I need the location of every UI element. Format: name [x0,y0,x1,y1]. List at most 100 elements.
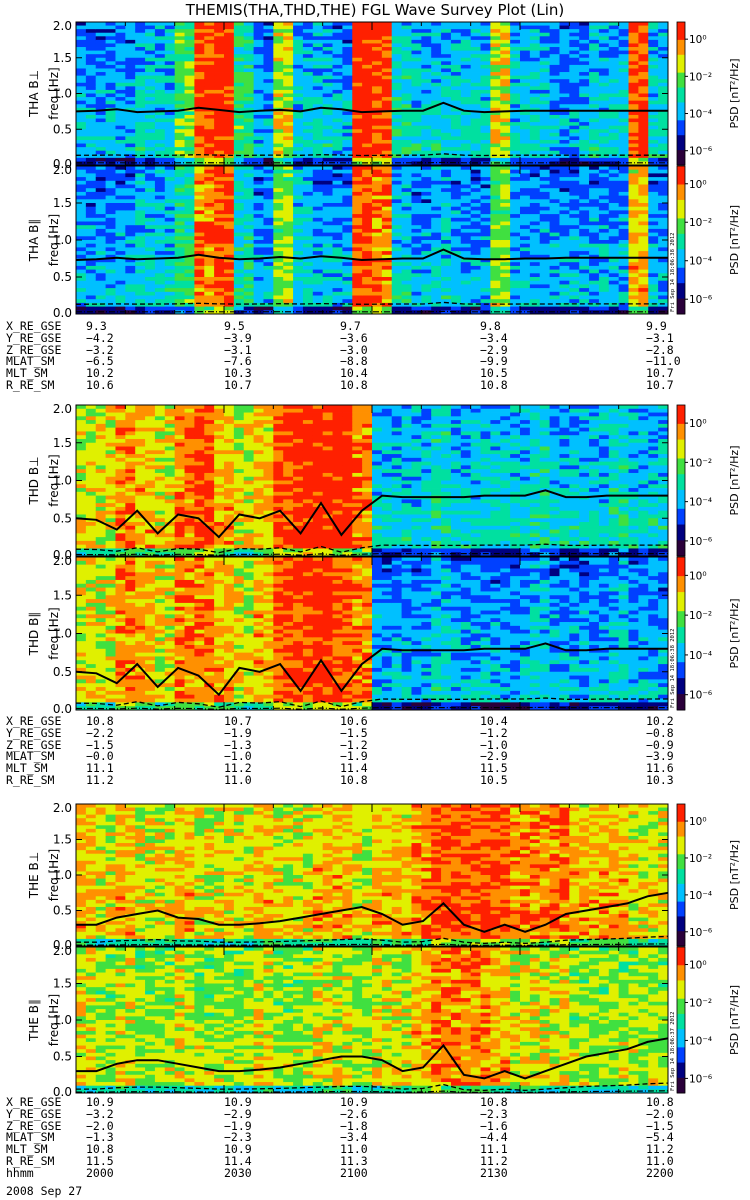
y-tick-label: 2.0 [53,19,72,33]
spectrogram-cell [411,206,422,211]
spectrogram-cell [441,79,452,84]
spectrogram-cell [598,32,610,37]
spectrogram-cell [579,93,590,98]
spectrogram-cell [441,214,452,219]
spectrogram-cell [362,22,373,26]
spectrogram-cell [579,132,590,137]
spectrogram-cell [579,251,590,256]
spectrogram-cell [332,150,343,155]
spectrogram-cell [362,97,373,102]
spectrogram-cell [441,291,452,296]
spectrogram-cell [253,184,264,189]
spectrogram-cell [441,180,452,185]
spectrogram-cell [618,206,629,211]
spectrogram-cell [322,61,333,66]
spectrogram-cell [500,64,511,69]
spectrogram-cell [480,232,491,237]
spectrogram-cell [539,57,550,62]
spectrogram-cell [638,173,649,178]
spectrogram-cell [480,203,491,208]
spectrogram-cell [391,61,402,66]
spectrogram-cell [174,288,185,293]
spectrogram-cell [598,111,610,116]
spectrogram-cell [283,166,294,171]
spectrogram-cell [253,306,264,311]
spectrogram-cell [460,97,472,102]
spectrogram-cell [253,228,264,233]
spectrogram-cell [490,93,501,98]
spectrogram-cell [500,232,511,237]
spectrogram-cell [529,25,541,30]
spectrogram-cell [253,25,264,30]
spectrogram-cell [421,57,432,62]
spectrogram-cell [164,228,176,233]
spectrogram-cell [589,125,600,130]
spectrogram-cell [628,173,639,178]
spectrogram-cell [638,154,649,159]
spectrogram-cell [460,180,472,185]
spectrogram-cell [194,122,205,127]
spectrogram-cell [500,258,511,263]
spectrogram-cell [322,232,333,237]
spectrogram-cell [184,188,195,193]
spectrogram-cell [450,247,462,252]
spectrogram-cell [628,240,639,245]
spectrogram-cell [480,191,491,196]
spectrogram-cell [569,118,580,123]
spectrogram-cell [362,228,373,233]
spectrogram-cell [105,29,116,34]
spectrogram-cell [618,25,629,30]
spectrogram-cell [401,302,412,307]
spectrogram-cell [115,265,126,270]
spectrogram-cell [658,225,669,230]
spectrogram-cell [85,97,97,102]
spectrogram-cell [253,125,264,130]
spectrogram-cell [125,254,136,259]
spectrogram-cell [569,93,580,98]
spectrogram-cell [115,29,126,34]
spectrogram-cell [273,302,284,307]
spectrogram-cell [95,82,106,87]
spectrogram-cell [598,93,610,98]
spectrogram-cell [628,262,639,267]
spectrogram-cell [293,89,304,94]
spectrogram-cell [401,36,412,41]
spectrogram-cell [184,150,195,155]
spectrogram-cell [589,22,600,26]
spectrogram-cell [85,111,97,116]
spectrogram-cell [579,64,590,69]
spectrogram-cell [500,104,511,109]
spectrogram-cell [243,177,254,182]
spectrogram-cell [164,206,176,211]
spectrogram-cell [569,43,580,48]
spectrogram-cell [224,184,235,189]
spectrogram-cell [391,265,402,270]
spectrogram-cell [194,86,205,91]
spectrogram-cell [372,89,383,94]
spectrogram-cell [85,299,97,304]
spectrogram-cell [510,166,521,171]
spectrogram-cell [529,43,541,48]
spectrogram-cell [174,262,185,267]
spectrogram-cell [95,125,106,130]
spectrogram-cell [224,166,235,171]
spectrogram-cell [352,177,363,182]
spectrogram-cell [460,306,472,311]
spectrogram-cell [85,210,97,215]
spectrogram-cell [352,173,363,178]
spectrogram-cell [638,122,649,127]
spectrogram-cell [658,258,669,263]
spectrogram-cell [76,265,87,270]
spectrogram-cell [658,199,669,204]
spectrogram-cell [490,36,501,41]
spectrogram-cell [233,122,245,127]
spectrogram-cell [579,29,590,34]
spectrogram-cell [559,75,570,80]
spectrogram-cell [450,228,462,233]
spectrogram-cell [76,302,87,307]
spectrogram-cell [539,132,550,137]
spectrogram-cell [145,247,156,252]
spectrogram-cell [95,111,106,116]
spectrogram-cell [608,72,620,77]
spectrogram-cell [302,265,314,270]
